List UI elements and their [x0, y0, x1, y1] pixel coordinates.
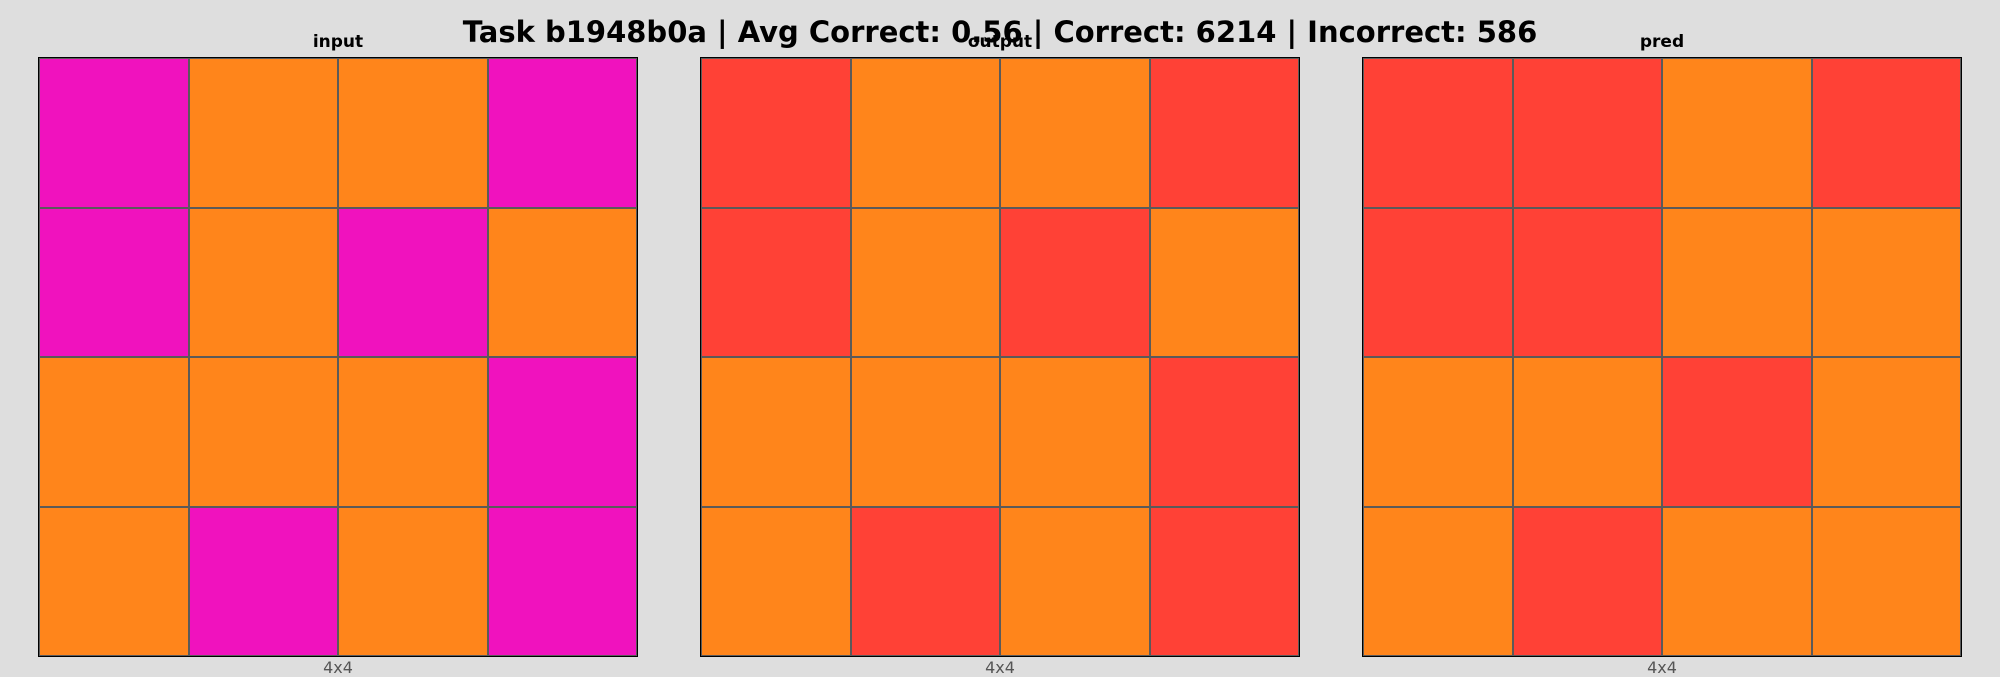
grid-cell: [850, 207, 1000, 357]
grid-cell: [1811, 58, 1961, 208]
grid-cell: [39, 506, 189, 656]
grid-cell: [1363, 357, 1513, 507]
grid-cell: [487, 58, 637, 208]
grid-cell: [1363, 506, 1513, 656]
grid-cell: [338, 506, 488, 656]
grid-cell: [1149, 58, 1299, 208]
input-grid: [38, 57, 638, 657]
grid-cell: [701, 58, 851, 208]
grid-cell: [39, 207, 189, 357]
grid-cell: [39, 58, 189, 208]
grid-cell: [487, 357, 637, 507]
grid-cell: [1363, 58, 1513, 208]
panel-label-output: output: [967, 32, 1033, 52]
grid-cell: [1662, 58, 1812, 208]
grid-cell: [1149, 357, 1299, 507]
grid-cell: [1662, 357, 1812, 507]
grid-cell: [1000, 506, 1150, 656]
pred-grid: [1362, 57, 1962, 657]
grid-cell: [188, 506, 338, 656]
grid-cell: [338, 58, 488, 208]
grid-cell: [1662, 207, 1812, 357]
input-grid-dims: 4x4: [323, 658, 353, 677]
grid-cell: [39, 357, 189, 507]
grid-cell: [850, 506, 1000, 656]
grid-cell: [1811, 357, 1961, 507]
grid-cell: [1811, 506, 1961, 656]
panel-label-pred: pred: [1639, 32, 1685, 52]
pred-grid-dims: 4x4: [1647, 658, 1677, 677]
grid-cell: [701, 506, 851, 656]
grid-cell: [701, 357, 851, 507]
panel-label-input: input: [312, 32, 364, 52]
grid-cell: [850, 357, 1000, 507]
grid-cell: [1149, 207, 1299, 357]
grid-cell: [1512, 58, 1662, 208]
grid-cell: [1000, 357, 1150, 507]
grid-cell: [1149, 506, 1299, 656]
grid-cell: [487, 207, 637, 357]
grid-cell: [188, 207, 338, 357]
grid-cell: [487, 506, 637, 656]
grid-cell: [1512, 207, 1662, 357]
grid-cell: [1662, 506, 1812, 656]
grid-cell: [1811, 207, 1961, 357]
grid-cell: [1000, 207, 1150, 357]
grid-cell: [188, 58, 338, 208]
grid-cell: [338, 207, 488, 357]
grid-cell: [701, 207, 851, 357]
output-grid-dims: 4x4: [985, 658, 1015, 677]
grid-cell: [850, 58, 1000, 208]
grid-cell: [1000, 58, 1150, 208]
grid-cell: [188, 357, 338, 507]
figure-title: Task b1948b0a | Avg Correct: 0.56 | Corr…: [462, 15, 1538, 49]
output-grid: [700, 57, 1300, 657]
grid-cell: [1512, 506, 1662, 656]
grid-cell: [1512, 357, 1662, 507]
grid-cell: [338, 357, 488, 507]
grid-cell: [1363, 207, 1513, 357]
